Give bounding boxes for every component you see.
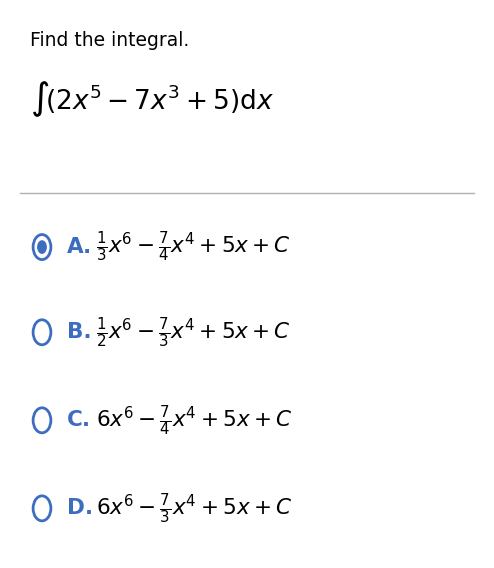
- Text: $6x^6 - \frac{7}{4}x^4 + 5x + C$: $6x^6 - \frac{7}{4}x^4 + 5x + C$: [96, 403, 292, 438]
- Text: $6x^6 - \frac{7}{3}x^4 + 5x + C$: $6x^6 - \frac{7}{3}x^4 + 5x + C$: [96, 491, 292, 526]
- Text: B.: B.: [67, 322, 91, 343]
- Text: $\frac{1}{2}x^6 - \frac{7}{3}x^4 + 5x + C$: $\frac{1}{2}x^6 - \frac{7}{3}x^4 + 5x + …: [96, 315, 291, 350]
- Text: C.: C.: [67, 410, 91, 431]
- Text: D.: D.: [67, 498, 93, 519]
- Text: $\frac{1}{3}x^6 - \frac{7}{4}x^4 + 5x + C$: $\frac{1}{3}x^6 - \frac{7}{4}x^4 + 5x + …: [96, 229, 291, 265]
- Text: A.: A.: [67, 237, 92, 257]
- Text: Find the integral.: Find the integral.: [30, 31, 189, 50]
- Text: $\int\!\left(2x^5 - 7x^3 + 5\right)\mathrm{d}x$: $\int\!\left(2x^5 - 7x^3 + 5\right)\math…: [30, 80, 274, 119]
